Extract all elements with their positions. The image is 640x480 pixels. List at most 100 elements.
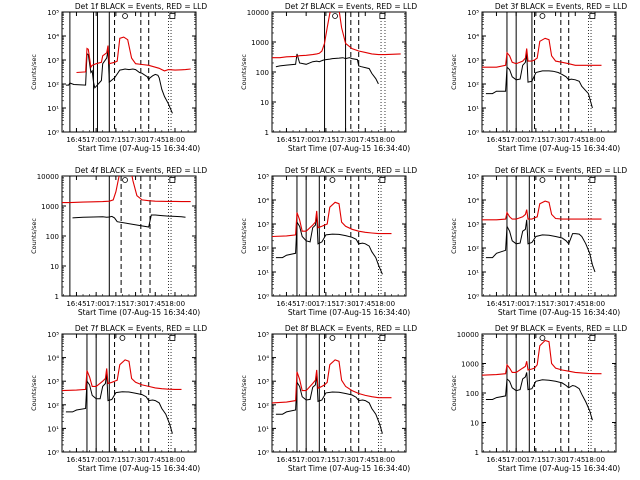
open-circle-marker <box>539 13 546 19</box>
open-square-marker <box>169 335 176 341</box>
y-tick-label: 10⁰ <box>47 449 59 457</box>
y-tick-label: 10⁰ <box>47 129 59 137</box>
x-tick-label: 17:45 <box>355 456 375 464</box>
x-tick-label: 17:45 <box>565 300 585 308</box>
detector-panel-9: 1 10 100 1000 10000 16:45 17:00 17:15 17:30 17:45… <box>450 324 627 473</box>
panel-title: Det 7f BLACK = Events, RED = LLD <box>75 324 208 333</box>
y-tick-label: 10⁵ <box>257 331 269 339</box>
x-axis-label: Start Time (07-Aug-15 16:34:40) <box>78 144 200 153</box>
x-tick-label: 17:30 <box>125 136 145 144</box>
x-tick-label: 17:30 <box>125 456 145 464</box>
plot-frame <box>481 333 617 453</box>
lld-series-line <box>62 359 182 392</box>
x-tick-label: 18:00 <box>165 456 185 464</box>
y-tick-label: 100 <box>46 233 59 241</box>
open-circle-marker <box>539 177 546 183</box>
events-series-line <box>65 373 173 434</box>
panel-title: Det 3f BLACK = Events, RED = LLD <box>495 2 628 11</box>
x-tick-label: 17:15 <box>106 136 126 144</box>
open-square-marker <box>379 13 386 19</box>
plot-frame <box>61 175 197 297</box>
x-tick-label: 16:45 <box>276 136 296 144</box>
events-series-line <box>65 50 173 114</box>
x-axis-label: Start Time (07-Aug-15 16:34:40) <box>498 308 620 317</box>
x-tick-label: 17:30 <box>545 300 565 308</box>
y-tick-label: 100 <box>256 69 269 77</box>
y-axis-label: Counts/sec <box>450 54 458 90</box>
x-tick-label: 17:00 <box>506 136 526 144</box>
lld-series-line <box>482 37 602 68</box>
x-tick-label: 17:45 <box>145 136 165 144</box>
x-tick-label: 18:00 <box>585 456 605 464</box>
y-tick-label: 10 <box>470 420 479 428</box>
x-tick-label: 17:00 <box>506 456 526 464</box>
y-tick-label: 1 <box>475 449 479 457</box>
x-axis-label: Start Time (07-Aug-15 16:34:40) <box>498 144 620 153</box>
plot-frame <box>271 175 407 297</box>
y-tick-label: 10000 <box>457 331 479 339</box>
x-tick-label: 16:45 <box>66 300 86 308</box>
y-tick-label: 10⁴ <box>467 33 479 41</box>
x-axis-label: Start Time (07-Aug-15 16:34:40) <box>78 308 200 317</box>
detector-panel-4: 1 10 100 1000 10000 16:45 17:00 17:15 17:30 17:45… <box>30 166 207 317</box>
panel-title: Det 1f BLACK = Events, RED = LLD <box>75 2 208 11</box>
y-tick-label: 10³ <box>257 221 269 229</box>
x-tick-label: 16:45 <box>486 300 506 308</box>
y-tick-label: 1000 <box>41 203 59 211</box>
x-tick-label: 16:45 <box>486 136 506 144</box>
events-series-line <box>485 52 593 109</box>
x-axis-label: Start Time (07-Aug-15 16:34:40) <box>78 464 200 473</box>
lld-series-line <box>482 339 602 376</box>
y-axis-label: Counts/sec <box>30 54 38 90</box>
open-square-marker <box>589 177 596 183</box>
y-tick-label: 10 <box>260 99 269 107</box>
y-tick-label: 10⁵ <box>257 173 269 181</box>
y-tick-label: 10² <box>467 81 479 89</box>
open-square-marker <box>589 13 596 19</box>
y-axis-label: Counts/sec <box>450 218 458 254</box>
events-series-line <box>275 374 383 434</box>
y-tick-label: 10⁴ <box>467 197 479 205</box>
x-tick-label: 17:30 <box>335 300 355 308</box>
x-tick-label: 17:15 <box>106 456 126 464</box>
y-tick-label: 10⁴ <box>257 197 269 205</box>
events-series-line <box>275 214 383 275</box>
y-tick-label: 1000 <box>251 39 269 47</box>
y-tick-label: 10¹ <box>47 425 59 433</box>
lld-series-line <box>76 36 191 74</box>
open-circle-marker <box>329 335 336 341</box>
y-tick-label: 10² <box>257 245 269 253</box>
x-tick-label: 17:30 <box>545 136 565 144</box>
detector-panel-3: 10⁰ 10¹ 10² 10³ 10⁴ 10⁵ 16:45 17:00 17:15 17:30 17… <box>450 2 627 153</box>
y-tick-label: 1 <box>55 293 59 301</box>
y-tick-label: 10⁰ <box>257 293 269 301</box>
open-circle-marker <box>122 13 128 19</box>
panel-title: Det 9f BLACK = Events, RED = LLD <box>495 324 628 333</box>
open-circle-marker <box>332 13 338 19</box>
y-tick-label: 10³ <box>467 221 479 229</box>
y-tick-label: 10² <box>47 402 59 410</box>
y-axis-label: Counts/sec <box>240 218 248 254</box>
y-tick-label: 10¹ <box>257 269 269 277</box>
detector-panel-2: 1 10 100 1000 10000 16:45 17:00 17:15 17:30 17:45… <box>240 2 417 153</box>
x-tick-label: 17:00 <box>86 300 106 308</box>
y-axis-label: Counts/sec <box>240 54 248 90</box>
x-tick-label: 16:45 <box>486 456 506 464</box>
y-tick-label: 10⁰ <box>257 449 269 457</box>
y-tick-label: 10¹ <box>467 105 479 113</box>
detector-panel-8: 10⁰ 10¹ 10² 10³ 10⁴ 10⁵ 16:45 17:00 17:15 17:30 17… <box>240 324 417 473</box>
events-series-line <box>485 219 596 273</box>
x-tick-label: 18:00 <box>375 136 395 144</box>
y-tick-label: 10³ <box>257 378 269 386</box>
x-tick-label: 17:45 <box>145 300 165 308</box>
y-tick-label: 10¹ <box>467 269 479 277</box>
y-tick-label: 10⁴ <box>257 355 269 363</box>
lld-series-line <box>482 200 602 221</box>
y-axis-label: Counts/sec <box>30 218 38 254</box>
x-tick-label: 17:00 <box>506 300 526 308</box>
detector-panel-7: 10⁰ 10¹ 10² 10³ 10⁴ 10⁵ 16:45 17:00 17:15 17:30 17… <box>30 324 207 473</box>
x-tick-label: 17:30 <box>335 136 355 144</box>
y-tick-label: 10 <box>50 263 59 271</box>
open-square-marker <box>169 13 176 19</box>
x-tick-label: 18:00 <box>585 136 605 144</box>
